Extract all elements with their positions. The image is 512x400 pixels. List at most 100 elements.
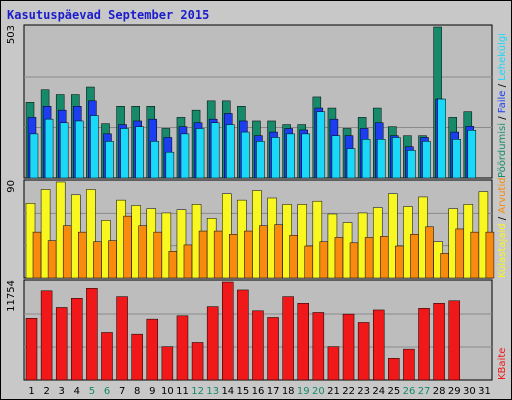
bar-lehekulgi-day-28 xyxy=(437,98,446,179)
bar-arvutid-day-13 xyxy=(213,230,223,279)
bar-kbaite-day-24 xyxy=(372,309,385,381)
bar-arvutid-day-14 xyxy=(229,234,238,279)
x-tick-label: 30 xyxy=(463,386,476,397)
bar-arvutid-day-11 xyxy=(183,244,193,279)
bar-kulastajaid-day-2 xyxy=(40,189,51,279)
legend-entry: Lehekülgi xyxy=(497,33,508,81)
bar-arvutid-day-28 xyxy=(440,253,449,279)
legend-entry: / xyxy=(497,214,508,224)
bar-kulastajaid-day-11 xyxy=(176,209,187,279)
bar-kbaite-day-14 xyxy=(222,281,234,381)
y-max-label: 90 xyxy=(6,180,17,193)
bar-lehekulgi-day-10 xyxy=(165,151,175,179)
bar-lehekulgi-day-19 xyxy=(301,133,310,179)
bar-kbaite-day-4 xyxy=(71,298,83,381)
bar-kbaite-day-29 xyxy=(448,300,460,381)
x-tick-label: 12 xyxy=(191,386,204,397)
x-tick-label: 28 xyxy=(433,386,446,397)
bar-kbaite-day-6 xyxy=(101,332,113,381)
y-max-label: 11754 xyxy=(6,280,17,312)
bar-lehekulgi-day-8 xyxy=(135,126,144,179)
x-tick-label: 5 xyxy=(89,386,95,397)
bar-kbaite-day-5 xyxy=(86,288,98,381)
x-tick-label: 10 xyxy=(161,386,174,397)
x-tick-label: 4 xyxy=(74,386,80,397)
bar-lehekulgi-day-7 xyxy=(120,128,129,179)
bar-kbaite-day-15 xyxy=(237,289,249,381)
bar-arvutid-day-29 xyxy=(455,228,464,279)
bar-arvutid-day-26 xyxy=(410,234,419,279)
bar-arvutid-day-31 xyxy=(485,231,495,279)
bar-lehekulgi-day-27 xyxy=(422,141,431,179)
bar-arvutid-day-23 xyxy=(364,237,374,279)
bar-kbaite-day-23 xyxy=(357,322,370,381)
legend-entry: Külastajaid xyxy=(497,223,508,278)
bar-kbaite-day-17 xyxy=(267,317,279,381)
legend-entry: KBaite xyxy=(497,348,508,380)
legend-top: Pöördumisi / Faile / Lehekülgi xyxy=(497,33,508,178)
x-tick-label: 21 xyxy=(327,386,340,397)
bar-kulastajaid-day-10 xyxy=(161,212,172,279)
bar-lehekulgi-day-11 xyxy=(180,133,190,179)
bar-lehekulgi-day-2 xyxy=(44,118,54,179)
x-tick-label: 14 xyxy=(221,386,234,397)
bar-kbaite-day-22 xyxy=(342,313,355,381)
x-tick-label: 27 xyxy=(418,386,431,397)
bar-kbaite-day-1 xyxy=(25,318,38,381)
bar-lehekulgi-day-13 xyxy=(210,122,220,179)
legend-entry: Faile xyxy=(497,91,508,114)
x-tick-label: 8 xyxy=(134,386,140,397)
x-tick-label: 22 xyxy=(342,386,355,397)
bar-lehekulgi-day-9 xyxy=(150,141,160,179)
bar-kbaite-day-19 xyxy=(297,303,309,381)
bar-kbaite-day-20 xyxy=(312,312,325,381)
x-tick-label: 13 xyxy=(206,386,219,397)
bar-lehekulgi-day-12 xyxy=(195,128,205,179)
bar-lehekulgi-day-6 xyxy=(105,141,114,179)
bar-arvutid-day-6 xyxy=(108,240,117,279)
bar-lehekulgi-day-14 xyxy=(226,124,235,179)
bar-arvutid-day-30 xyxy=(470,231,480,279)
bar-arvutid-day-17 xyxy=(274,224,283,279)
bar-lehekulgi-day-4 xyxy=(75,120,84,179)
x-tick-label: 25 xyxy=(388,386,401,397)
bar-kulastajaid-day-25 xyxy=(388,193,398,279)
bar-arvutid-day-22 xyxy=(349,242,359,279)
x-tick-label: 15 xyxy=(237,386,250,397)
bar-lehekulgi-day-18 xyxy=(286,133,295,179)
x-tick-label: 26 xyxy=(403,386,416,397)
bar-lehekulgi-day-21 xyxy=(331,135,341,179)
chart-title: Kasutuspäevad September 2015 xyxy=(7,8,210,22)
x-tick-label: 23 xyxy=(357,386,370,397)
bar-kbaite-day-13 xyxy=(206,306,219,381)
bar-kbaite-day-28 xyxy=(433,303,445,381)
bar-kbaite-day-9 xyxy=(146,318,159,381)
bar-arvutid-day-27 xyxy=(425,226,434,279)
x-tick-label: 9 xyxy=(149,386,155,397)
bar-lehekulgi-day-24 xyxy=(376,139,386,179)
bar-arvutid-day-16 xyxy=(259,225,268,279)
x-tick-label: 7 xyxy=(119,386,125,397)
bar-lehekulgi-day-22 xyxy=(346,148,356,179)
bar-arvutid-day-18 xyxy=(289,235,298,279)
x-tick-label: 29 xyxy=(448,386,461,397)
bar-arvutid-day-9 xyxy=(153,231,163,279)
bar-kulastajaid-day-19 xyxy=(297,204,307,279)
bar-arvutid-day-24 xyxy=(379,236,389,279)
bar-arvutid-day-1 xyxy=(32,231,42,279)
bar-kbaite-day-12 xyxy=(191,342,204,381)
bar-lehekulgi-day-15 xyxy=(241,131,250,179)
bar-kulastajaid-day-20 xyxy=(312,200,323,279)
bar-kbaite-day-3 xyxy=(55,307,68,381)
bar-kbaite-day-10 xyxy=(161,346,174,381)
bar-lehekulgi-day-26 xyxy=(407,150,416,179)
bar-lehekulgi-day-3 xyxy=(59,122,69,179)
bar-lehekulgi-day-1 xyxy=(29,133,39,179)
bar-arvutid-day-20 xyxy=(319,241,329,279)
bar-arvutid-day-15 xyxy=(244,230,253,279)
bar-arvutid-day-3 xyxy=(62,225,72,279)
bar-kbaite-day-8 xyxy=(131,333,143,381)
bar-kbaite-day-26 xyxy=(403,348,415,381)
legend-bottom: KBaite xyxy=(497,348,508,380)
